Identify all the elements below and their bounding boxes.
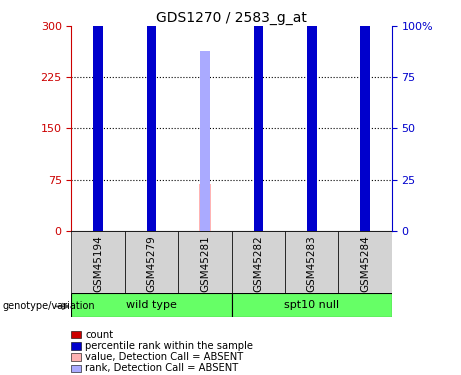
Bar [125,231,178,292]
Bar [147,0,156,231]
Bar [71,364,81,372]
Text: GSM45281: GSM45281 [200,236,210,292]
Bar [285,231,338,292]
Bar [255,110,261,231]
Bar [199,184,211,231]
Bar [71,292,231,317]
Bar [71,331,81,338]
Text: GSM45284: GSM45284 [360,236,370,292]
Bar [362,110,368,231]
Bar [254,0,263,231]
Bar [71,231,125,292]
Bar [93,0,103,231]
Bar [200,51,210,231]
Bar [361,0,370,231]
Bar [231,231,285,292]
Text: genotype/variation: genotype/variation [2,302,95,311]
Text: wild type: wild type [126,300,177,310]
Bar [95,130,101,231]
Text: GSM45194: GSM45194 [93,236,103,292]
Text: spt10 null: spt10 null [284,300,339,310]
Bar [307,0,317,231]
Title: GDS1270 / 2583_g_at: GDS1270 / 2583_g_at [156,11,307,25]
Bar [148,143,155,231]
Bar [71,353,81,361]
Text: rank, Detection Call = ABSENT: rank, Detection Call = ABSENT [85,363,238,373]
Text: percentile rank within the sample: percentile rank within the sample [85,341,253,351]
Bar [231,292,392,317]
Text: count: count [85,330,113,339]
Bar [308,43,315,231]
Text: GSM45282: GSM45282 [254,236,263,292]
Bar [338,231,392,292]
Bar [71,342,81,350]
Text: value, Detection Call = ABSENT: value, Detection Call = ABSENT [85,352,243,362]
Text: GSM45279: GSM45279 [147,236,157,292]
Text: GSM45283: GSM45283 [307,236,317,292]
Bar [178,231,231,292]
